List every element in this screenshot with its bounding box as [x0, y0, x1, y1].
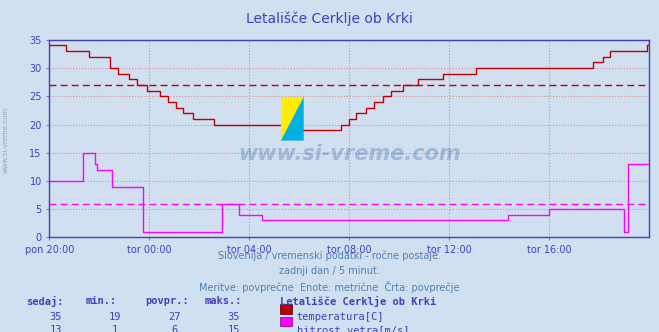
Text: Letališče Cerklje ob Krki: Letališče Cerklje ob Krki — [280, 296, 436, 307]
Text: 27: 27 — [169, 312, 181, 322]
Text: Meritve: povprečne  Enote: metrične  Črta: povprečje: Meritve: povprečne Enote: metrične Črta:… — [199, 281, 460, 292]
Text: 15: 15 — [228, 325, 240, 332]
Text: 19: 19 — [109, 312, 121, 322]
Text: Letališče Cerklje ob Krki: Letališče Cerklje ob Krki — [246, 12, 413, 26]
Text: povpr.:: povpr.: — [145, 296, 188, 306]
Text: zadnji dan / 5 minut.: zadnji dan / 5 minut. — [279, 266, 380, 276]
Text: 35: 35 — [228, 312, 240, 322]
Text: 6: 6 — [171, 325, 178, 332]
Text: maks.:: maks.: — [204, 296, 242, 306]
Text: www.si-vreme.com: www.si-vreme.com — [2, 106, 9, 173]
Text: sedaj:: sedaj: — [26, 296, 64, 307]
Text: temperatura[C]: temperatura[C] — [297, 312, 384, 322]
Polygon shape — [281, 97, 304, 140]
Text: www.si-vreme.com: www.si-vreme.com — [238, 144, 461, 164]
Text: Slovenija / vremenski podatki - ročne postaje.: Slovenija / vremenski podatki - ročne po… — [218, 251, 441, 261]
Text: min.:: min.: — [86, 296, 117, 306]
Polygon shape — [281, 97, 304, 140]
Text: 35: 35 — [50, 312, 62, 322]
Text: 13: 13 — [50, 325, 62, 332]
Text: hitrost vetra[m/s]: hitrost vetra[m/s] — [297, 325, 409, 332]
Text: 1: 1 — [112, 325, 119, 332]
